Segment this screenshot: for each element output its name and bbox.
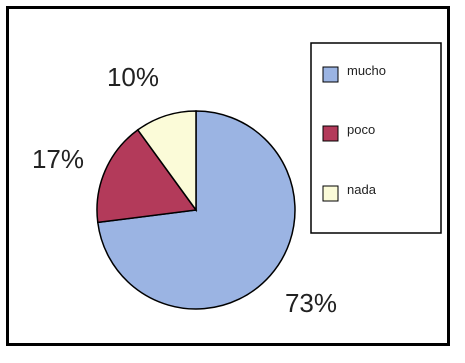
pie-slice-poco [96, 128, 198, 224]
pie-slices [96, 110, 296, 310]
legend-label-mucho: mucho [347, 63, 386, 78]
percent-label-mucho: 73% [285, 288, 337, 318]
legend-swatch-mucho [322, 66, 339, 83]
legend-label-poco: poco [347, 122, 375, 137]
percent-labels: 73% 17% 10% [32, 62, 337, 318]
legend-swatch-nada [322, 185, 339, 202]
percent-label-poco: 17% [32, 144, 84, 174]
legend-swatch-poco [322, 125, 339, 142]
pie-slice-nada [136, 110, 197, 213]
legend: mucho poco nada [310, 42, 442, 234]
legend-label-nada: nada [347, 182, 377, 197]
percent-label-nada: 10% [107, 62, 159, 92]
